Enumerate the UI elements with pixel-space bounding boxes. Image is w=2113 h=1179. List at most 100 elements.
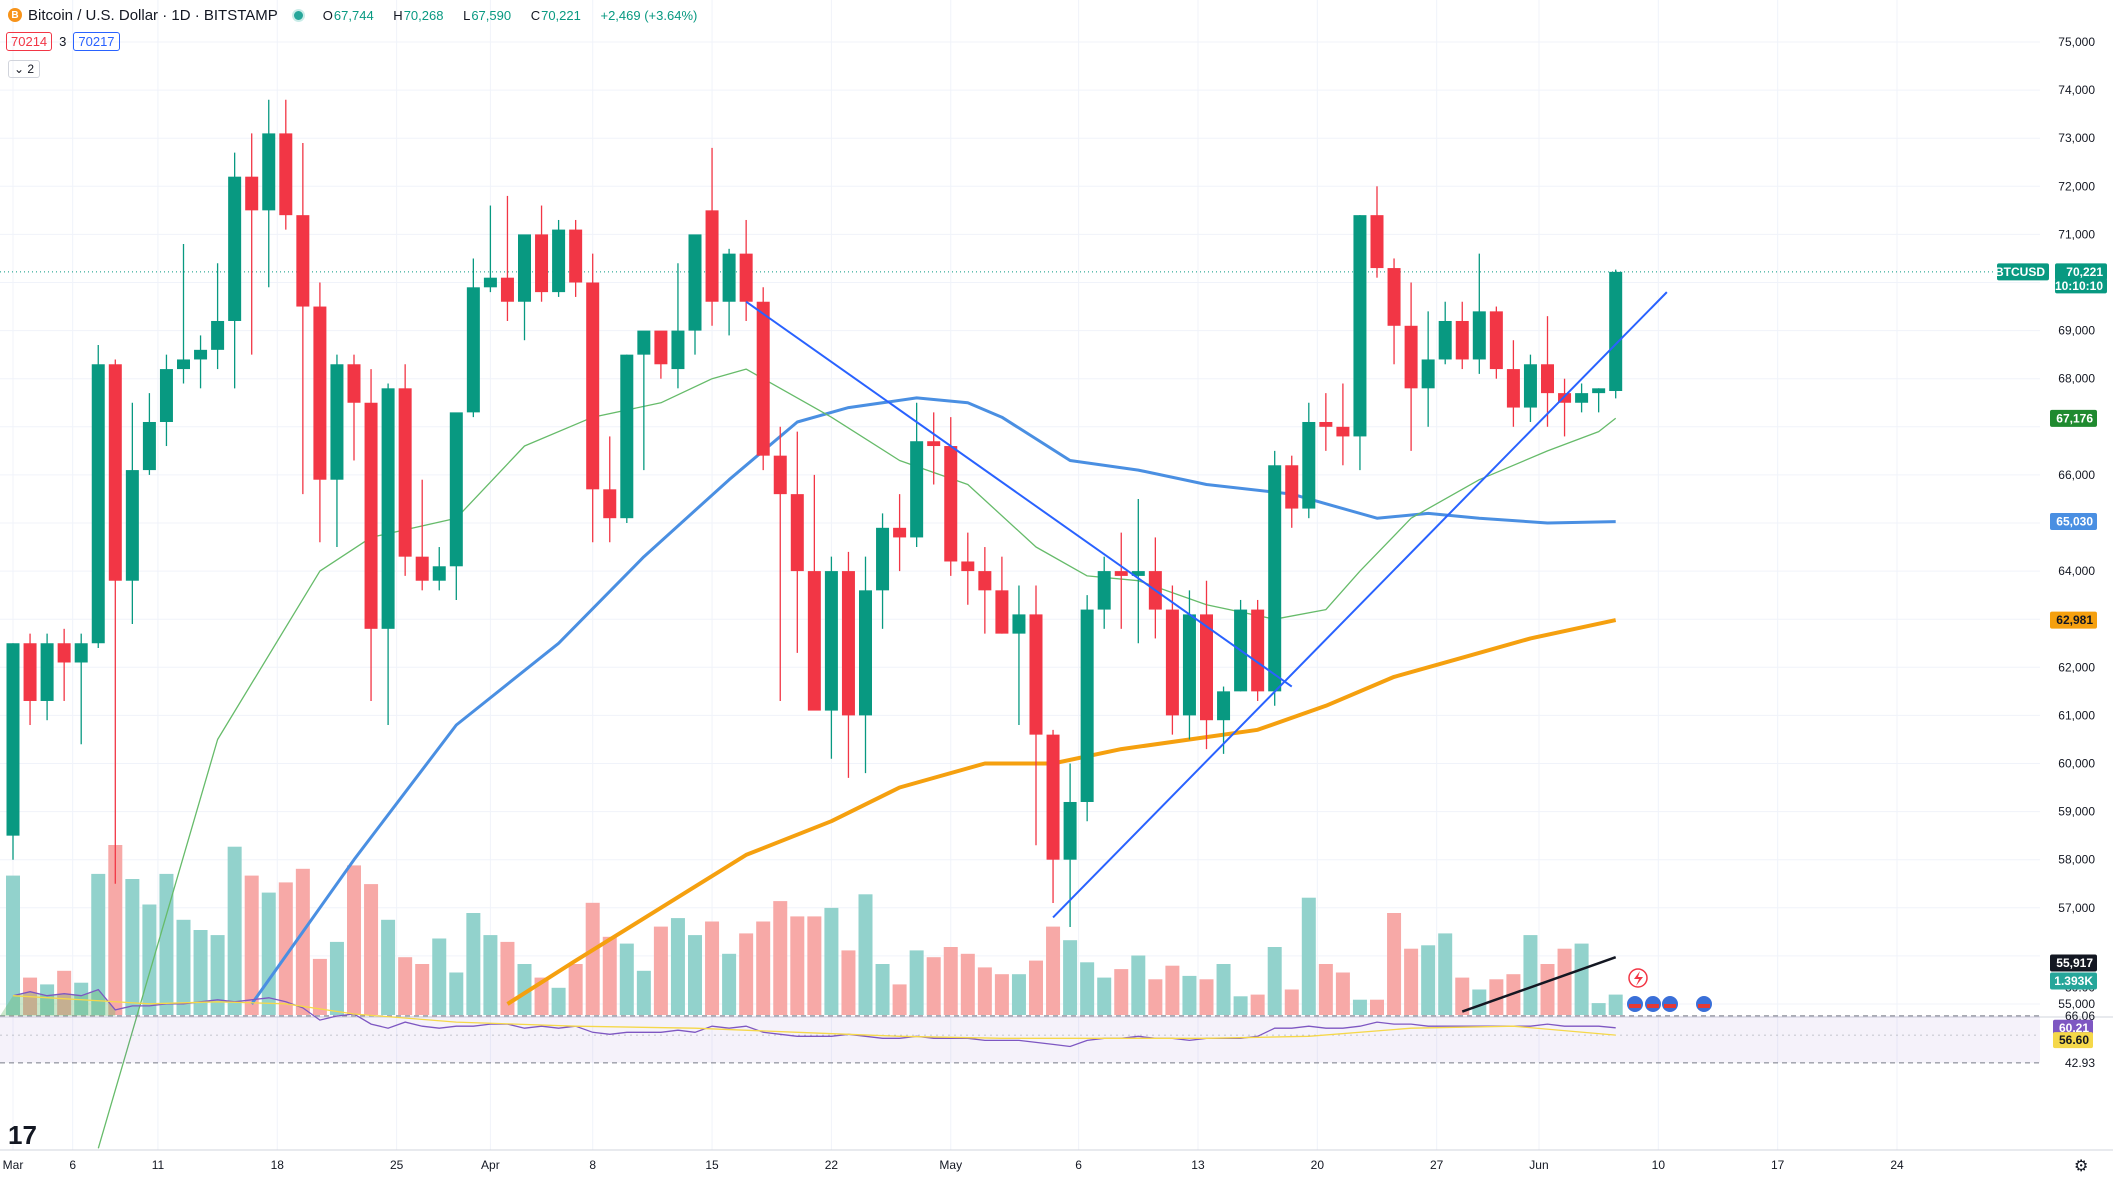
volume-bar xyxy=(773,901,788,1015)
candle-body xyxy=(40,643,54,701)
volume-bar xyxy=(1011,974,1026,1015)
time-axis-label: 17 xyxy=(1771,1158,1785,1172)
volume-bar xyxy=(585,902,600,1015)
volume-tag-bg xyxy=(2050,972,2097,990)
candle-body xyxy=(1523,364,1537,408)
volume-bar xyxy=(653,926,668,1015)
ask-price-button[interactable]: 70217 xyxy=(73,31,120,51)
candle-body xyxy=(381,388,395,629)
symbol-title[interactable]: Bitcoin / U.S. Dollar · 1D · BITSTAMP xyxy=(28,6,278,24)
candle-body xyxy=(432,566,446,581)
volume-bar xyxy=(1591,1003,1606,1015)
candle-body xyxy=(773,455,787,495)
volume-bar xyxy=(1182,975,1197,1015)
volume-bar xyxy=(858,894,873,1015)
candle-body xyxy=(1609,271,1623,392)
candle-body xyxy=(296,215,310,307)
event-markers[interactable] xyxy=(1626,968,1713,1013)
candle-body xyxy=(1558,393,1572,403)
candlesticks xyxy=(6,99,1623,928)
time-axis-label: Mar xyxy=(3,1158,24,1172)
volume-bar xyxy=(176,919,191,1015)
candle-body xyxy=(995,590,1009,634)
time-axis-label: 24 xyxy=(1890,1158,1904,1172)
trendline-ascending xyxy=(1052,291,1668,919)
candle-body xyxy=(466,287,480,413)
rsi-band xyxy=(0,1015,2040,1063)
trendlines[interactable] xyxy=(745,291,1668,1013)
time-axis-label: 6 xyxy=(69,1158,76,1172)
rsi-ma-tag: 56.60 xyxy=(2053,1032,2093,1049)
volume-bar xyxy=(466,913,481,1015)
candle-body xyxy=(1200,614,1213,721)
price-axis-label: 55,000 xyxy=(2058,997,2095,1011)
candle-body xyxy=(1063,801,1077,860)
volume-bar xyxy=(1233,996,1248,1015)
price-axis-label: 74,000 xyxy=(2058,83,2095,97)
candle-body xyxy=(807,571,821,711)
candle-body xyxy=(1370,215,1384,269)
rsi-ma-tag-text: 56.60 xyxy=(2059,1033,2089,1047)
volume-bar xyxy=(1301,897,1316,1015)
candle-body xyxy=(1575,393,1589,403)
open-value: 67,744 xyxy=(333,7,374,23)
ma20-tag: 67,176 xyxy=(2050,409,2097,427)
indicators-toggle-button[interactable]: ⌄ 2 xyxy=(8,60,41,78)
candle-body xyxy=(518,234,531,302)
time-axis-label: 6 xyxy=(1075,1158,1082,1172)
price-axis-label: 75,000 xyxy=(2058,35,2095,49)
rsi-axis-label: 42.93 xyxy=(2065,1056,2095,1070)
volume-bar xyxy=(1404,948,1419,1015)
change-value: +2,469 (+3.64%) xyxy=(600,7,698,23)
candle-body xyxy=(1268,465,1282,692)
volume-bar xyxy=(722,953,737,1015)
volume-bar xyxy=(841,950,856,1015)
ma200-tag-bg xyxy=(2050,611,2097,629)
candle-body xyxy=(1404,325,1418,389)
candle-body xyxy=(756,301,770,456)
high-label: H xyxy=(393,7,403,23)
candle-body xyxy=(1387,268,1401,326)
candle-body xyxy=(23,643,37,701)
price-axis-label: 60,000 xyxy=(2058,757,2095,771)
candle-body xyxy=(535,234,549,293)
candle-body xyxy=(893,527,907,538)
volume-bar xyxy=(483,935,498,1015)
low-label: L xyxy=(463,7,471,23)
candle-body xyxy=(790,494,804,572)
symbol-tag-bg xyxy=(1997,263,2049,281)
candle-body xyxy=(1421,359,1435,389)
rsi-pane xyxy=(0,988,2040,1064)
candle-body xyxy=(398,388,412,557)
volume-bar xyxy=(739,933,754,1015)
volume-bar xyxy=(1148,979,1163,1015)
volume-bar xyxy=(602,936,617,1015)
volume-bar xyxy=(261,892,276,1015)
volume-bar xyxy=(193,930,208,1015)
us-flag-stripe xyxy=(1698,1004,1710,1008)
candle-body xyxy=(1302,421,1316,509)
volume-bar xyxy=(568,964,583,1015)
volume-bar xyxy=(210,935,225,1015)
volume-bar xyxy=(91,873,106,1015)
volume-bar xyxy=(790,916,805,1015)
candle-body xyxy=(347,364,361,403)
candle-body xyxy=(1336,426,1350,437)
candle-body xyxy=(910,441,924,538)
volume-bar xyxy=(534,977,549,1015)
ma20-tag-text: 67,176 xyxy=(2056,411,2093,425)
last-price-tag-bg xyxy=(2055,263,2107,281)
volume-bar xyxy=(329,941,344,1015)
volume-bar xyxy=(1540,964,1555,1015)
volume-bar xyxy=(1608,994,1623,1015)
bid-price-button[interactable]: 70214 xyxy=(6,31,53,51)
volume-bar xyxy=(1029,960,1043,1015)
time-axis-label: Apr xyxy=(481,1158,500,1172)
candle-body xyxy=(603,489,617,519)
tradingview-logo[interactable]: 17 xyxy=(8,1120,37,1150)
candle-body xyxy=(1029,614,1043,735)
countdown-tag-text: 10:10:10 xyxy=(2055,279,2103,293)
gear-icon[interactable]: ⚙ xyxy=(2074,1158,2089,1175)
volume-bar xyxy=(1165,965,1180,1015)
